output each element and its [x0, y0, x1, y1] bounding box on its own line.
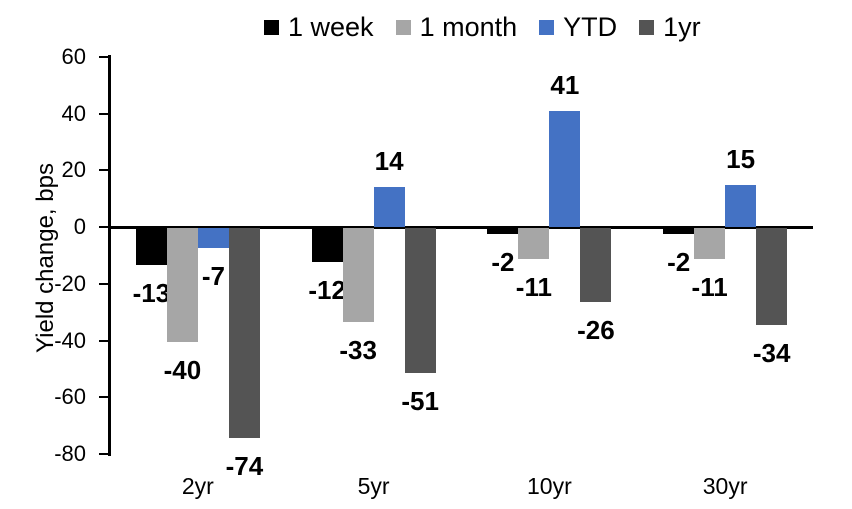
- bar-value-label: -11: [691, 272, 728, 303]
- bar-value-label: -12: [308, 275, 346, 306]
- bar-value-label: -7: [201, 260, 225, 291]
- bar-value-label: -11: [515, 272, 552, 303]
- bar-value-label: 14: [374, 146, 404, 177]
- y-tick-mark: [99, 56, 108, 58]
- legend-item-1-week: 1 week: [264, 11, 374, 42]
- bar-value-label: -40: [163, 354, 202, 385]
- category-label: 5yr: [357, 473, 390, 499]
- bar-1yr-5yr: [404, 228, 436, 373]
- category-label: 2yr: [181, 473, 214, 499]
- bar-1-week-5yr: [311, 228, 343, 263]
- bar-1-month-5yr: [342, 228, 374, 322]
- legend-label: 1 month: [419, 11, 518, 42]
- bar-1yr-2yr: [228, 228, 260, 438]
- y-tick-mark: [99, 282, 108, 285]
- bar-value-label: -13: [132, 278, 171, 308]
- bar-YTD-30yr: [725, 184, 757, 228]
- legend-swatch-icon: [395, 19, 411, 35]
- legend-item-1yr: 1yr: [639, 11, 701, 42]
- legend-swatch-icon: [539, 19, 555, 35]
- bar-1yr-10yr: [580, 228, 612, 302]
- bar-value-label: -2: [667, 246, 691, 277]
- legend-label: YTD: [563, 11, 618, 42]
- y-tick-label: -40: [54, 327, 86, 353]
- y-tick-mark: [99, 169, 108, 172]
- legend-label: 1yr: [663, 11, 701, 42]
- legend-item-YTD: YTD: [539, 11, 618, 42]
- y-tick-label: 20: [61, 157, 86, 183]
- bar-value-label: -2: [491, 246, 515, 277]
- bar-1-week-30yr: [663, 228, 695, 234]
- y-tick-label: 40: [61, 100, 86, 126]
- legend-item-1-month: 1 month: [395, 11, 518, 42]
- legend-swatch-icon: [639, 19, 655, 35]
- category-label: 10yr: [527, 473, 572, 499]
- y-tick-label: 60: [61, 44, 86, 69]
- y-axis-line: [108, 55, 111, 456]
- bar-YTD-10yr: [549, 110, 581, 228]
- bar-value-label: -33: [339, 334, 377, 365]
- bar-YTD-5yr: [373, 187, 405, 228]
- bar-value-label: 15: [726, 143, 756, 174]
- y-tick-mark: [99, 396, 108, 399]
- bar-1-month-10yr: [518, 228, 550, 260]
- bar-value-label: -51: [401, 385, 439, 416]
- bar-1-month-30yr: [694, 228, 726, 260]
- zero-axis-line: [110, 226, 813, 229]
- bar-value-label: -74: [225, 450, 264, 481]
- bar-value-label: -26: [577, 314, 615, 345]
- y-tick-mark: [99, 226, 108, 229]
- y-tick-mark: [99, 453, 108, 455]
- y-tick-mark: [99, 112, 108, 115]
- legend-label: 1 week: [288, 11, 374, 42]
- legend-swatch-icon: [264, 19, 279, 35]
- bar-value-label: -34: [752, 337, 791, 368]
- y-tick-mark: [99, 339, 108, 342]
- bar-1-week-2yr: [135, 228, 167, 265]
- bar-value-label: 41: [550, 69, 580, 100]
- y-tick-label: 0: [73, 214, 86, 240]
- bar-1-week-10yr: [487, 228, 519, 234]
- y-tick-label: -60: [54, 384, 86, 410]
- bar-1-month-2yr: [166, 228, 198, 342]
- category-label: 30yr: [702, 473, 748, 499]
- bar-1yr-30yr: [756, 228, 788, 325]
- y-tick-label: -80: [54, 441, 86, 466]
- chart-legend: 1 week 1 month YTD 1yr: [264, 8, 701, 46]
- bar-YTD-2yr: [197, 228, 229, 248]
- y-tick-label: -20: [54, 270, 86, 296]
